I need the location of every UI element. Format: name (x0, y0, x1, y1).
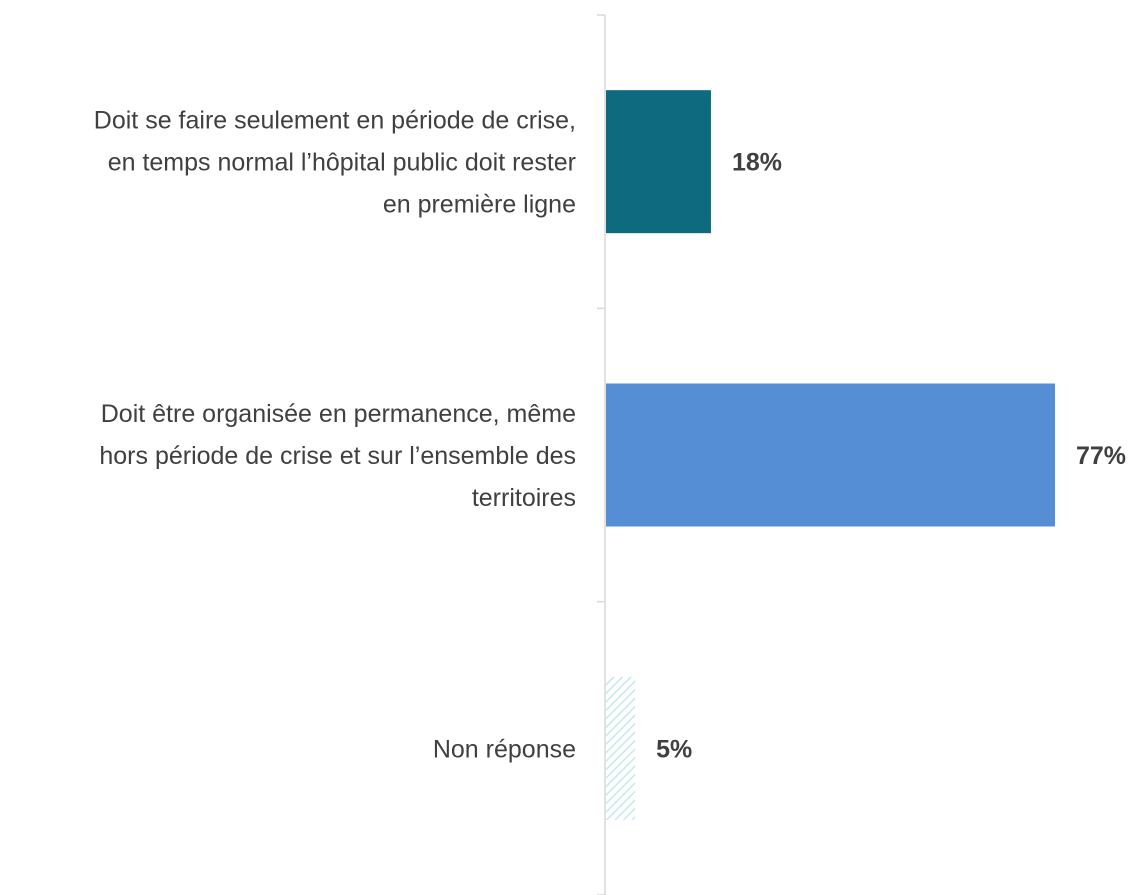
category-label-2: Doit être organisée en permanence, même h… (99, 400, 576, 512)
category-label-line: Non réponse (433, 735, 576, 763)
category-label-1: Doit se faire seulement en période de cr… (94, 107, 576, 219)
category-label-line: Doit être organisée en permanence, même (101, 400, 576, 428)
category-label-3: Non réponse (433, 735, 576, 763)
category-label-line: en temps normal l’hôpital public doit re… (108, 149, 576, 177)
value-label-1: 18% (732, 149, 782, 177)
category-label-line: territoires (472, 484, 576, 512)
labels: 18% Doit se faire seulement en période de… (94, 107, 1126, 764)
bar-3 (606, 676, 636, 820)
bar-2 (606, 383, 1055, 527)
bars (606, 90, 1055, 820)
category-label-line: Doit se faire seulement en période de cr… (94, 107, 576, 135)
value-label-2: 77% (1076, 442, 1126, 470)
category-axis (597, 14, 606, 895)
value-label-3: 5% (656, 735, 692, 763)
category-label-line: hors période de crise et sur l’ensemble … (99, 442, 576, 470)
category-label-line: en première ligne (383, 191, 576, 219)
bar-1 (606, 90, 711, 234)
